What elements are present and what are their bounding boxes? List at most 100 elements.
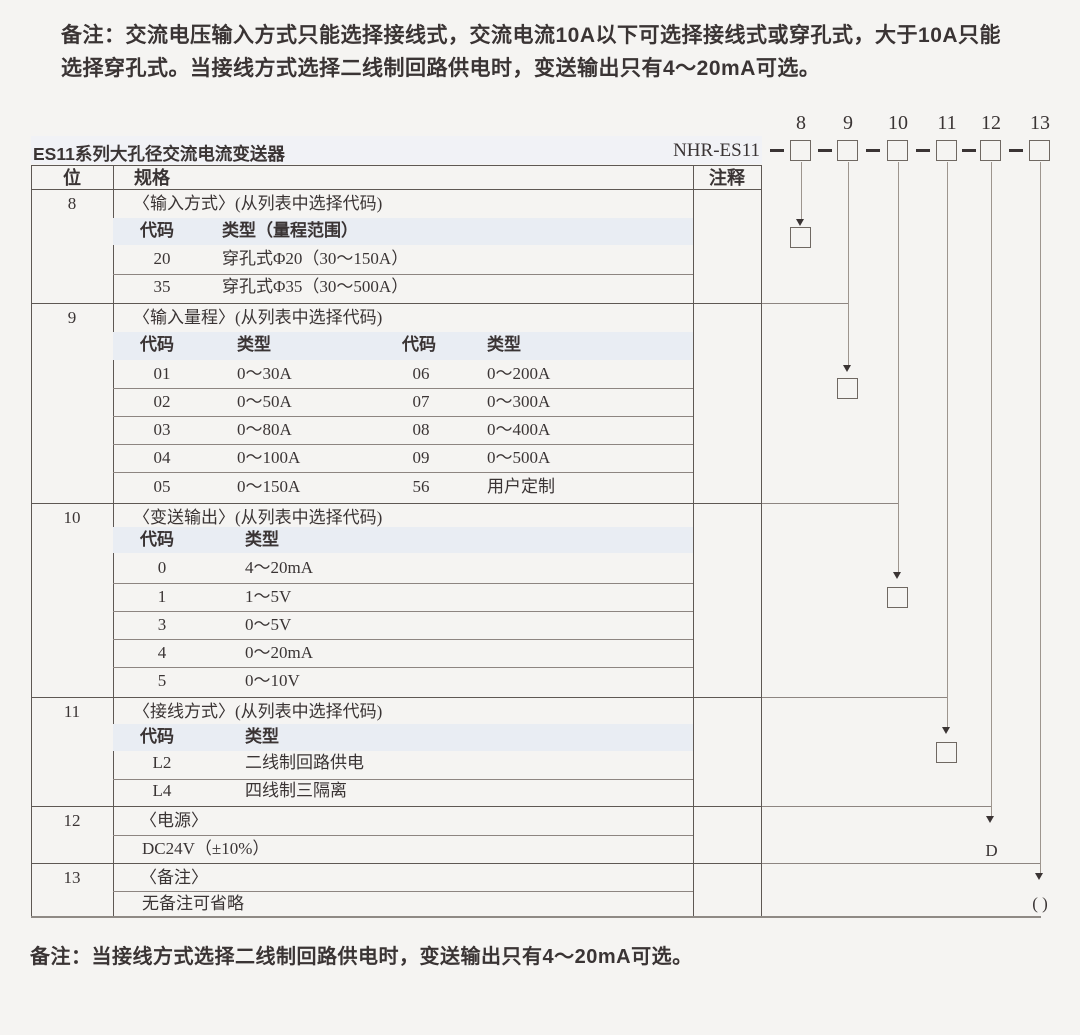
- subheader-type: 类型: [487, 335, 521, 354]
- target-box-8: [790, 227, 811, 248]
- position-label-8: 8: [796, 112, 806, 134]
- bottom-note: 备注：当接线方式选择二线制回路供电时，变送输出只有4～20mA可选。: [30, 946, 693, 968]
- arrow-down-icon: [1035, 873, 1043, 880]
- row-desc: 〈输入方式〉(从列表中选择代码): [133, 194, 383, 213]
- top-note: 备注：交流电压输入方式只能选择接线式，交流电流10A以下可选择接线式或穿孔式，大…: [61, 19, 1001, 85]
- extension-line: [762, 806, 991, 807]
- table-line: [31, 503, 762, 504]
- row-divider: [113, 472, 693, 473]
- subheader-band: [113, 332, 693, 360]
- row-desc: 〈电源〉: [140, 811, 208, 830]
- row-divider: [113, 416, 693, 417]
- position-label-10: 10: [888, 112, 908, 134]
- table-line: [31, 863, 762, 864]
- code-value: 35: [153, 277, 171, 296]
- table-line: [31, 697, 762, 698]
- code-box-12: [980, 140, 1001, 161]
- model-dash: [818, 149, 832, 152]
- code-value: 06: [412, 364, 430, 383]
- row-divider: [113, 611, 693, 612]
- target-box-10: [887, 587, 908, 608]
- position-label-9: 9: [843, 112, 853, 134]
- leader-line-9: [847, 162, 849, 365]
- type-value: 0～30A: [237, 364, 292, 383]
- subheader-type: 类型: [237, 335, 271, 354]
- type-value: 0～50A: [237, 392, 292, 411]
- row-divider: [113, 583, 693, 584]
- subheader-code: 代码: [140, 221, 174, 240]
- row-divider: [113, 274, 693, 275]
- row-desc: 〈接线方式〉(从列表中选择代码): [133, 702, 383, 721]
- row-divider: [113, 667, 693, 668]
- row-divider: [113, 639, 693, 640]
- table-line: [31, 806, 762, 807]
- type-value: 穿孔式Φ20（30～150A）: [222, 249, 409, 268]
- power-code-letter: D: [985, 841, 998, 860]
- title-band: [31, 136, 762, 164]
- leader-line-12: [990, 162, 992, 816]
- type-value: 0～150A: [237, 477, 301, 496]
- table-line: [31, 189, 762, 190]
- code-box-11: [936, 140, 957, 161]
- type-value: 0～10V: [245, 671, 300, 690]
- code-value: 03: [153, 420, 171, 439]
- code-value: 0: [157, 558, 167, 577]
- type-value: 1～5V: [245, 587, 292, 606]
- row-desc: 〈变送输出〉(从列表中选择代码): [133, 508, 383, 527]
- arrow-down-icon: [796, 219, 804, 226]
- type-value: 0～300A: [487, 392, 551, 411]
- model-dash: [770, 149, 784, 152]
- subheader-type: 类型: [245, 530, 279, 549]
- position-label-13: 13: [1030, 112, 1050, 134]
- row-divider: [113, 444, 693, 445]
- pos-number: 12: [63, 811, 81, 830]
- extension-line: [762, 863, 1040, 864]
- code-value: 1: [157, 587, 167, 606]
- code-value: 4: [157, 643, 167, 662]
- type-value: 用户定制: [487, 477, 555, 496]
- subheader-band: [113, 724, 693, 751]
- col-header-spec: 规格: [134, 168, 170, 188]
- row-value: DC24V（±10%）: [142, 839, 270, 858]
- code-box-9: [837, 140, 858, 161]
- code-value: 08: [412, 420, 430, 439]
- type-value: 0～80A: [237, 420, 292, 439]
- col-header-note: 注释: [709, 168, 745, 188]
- arrow-down-icon: [893, 572, 901, 579]
- row-divider: [113, 835, 693, 836]
- leader-line-13: [1039, 162, 1041, 873]
- subheader-type: 类型: [245, 727, 279, 746]
- code-value: 3: [157, 615, 167, 634]
- arrow-down-icon: [986, 816, 994, 823]
- model-dash: [916, 149, 930, 152]
- arrow-down-icon: [843, 365, 851, 372]
- type-value: 0～400A: [487, 420, 551, 439]
- arrow-down-icon: [942, 727, 950, 734]
- top-note-line1: 备注：交流电压输入方式只能选择接线式，交流电流10A以下可选择接线式或穿孔式，大…: [61, 24, 1002, 47]
- code-value: 56: [412, 477, 430, 496]
- pos-number: 9: [67, 308, 77, 327]
- position-label-11: 11: [937, 112, 957, 134]
- row-value: 无备注可省略: [142, 894, 244, 913]
- code-box-8: [790, 140, 811, 161]
- table-line: [31, 165, 32, 917]
- row-divider: [113, 891, 693, 892]
- extension-line: [762, 503, 898, 504]
- table-bottom-line: [31, 916, 1041, 918]
- extension-line: [762, 303, 848, 304]
- type-value: 0～5V: [245, 615, 292, 634]
- type-value: 四线制三隔离: [245, 781, 347, 800]
- code-value: L4: [152, 781, 172, 800]
- leader-line-11: [946, 162, 948, 727]
- top-note-line2: 选择穿孔式。当接线方式选择二线制回路供电时，变送输出只有4～20mA可选。: [61, 57, 821, 80]
- position-label-12: 12: [981, 112, 1001, 134]
- type-value: 0～20mA: [245, 643, 313, 662]
- type-value: 0～200A: [487, 364, 551, 383]
- code-value: 5: [157, 671, 167, 690]
- pos-number: 13: [63, 868, 81, 887]
- series-title: ES11系列大孔径交流电流变送器: [33, 144, 285, 164]
- target-box-9: [837, 378, 858, 399]
- type-value: 二线制回路供电: [245, 753, 364, 772]
- code-value: 04: [153, 448, 171, 467]
- row-desc: 〈输入量程〉(从列表中选择代码): [133, 308, 383, 327]
